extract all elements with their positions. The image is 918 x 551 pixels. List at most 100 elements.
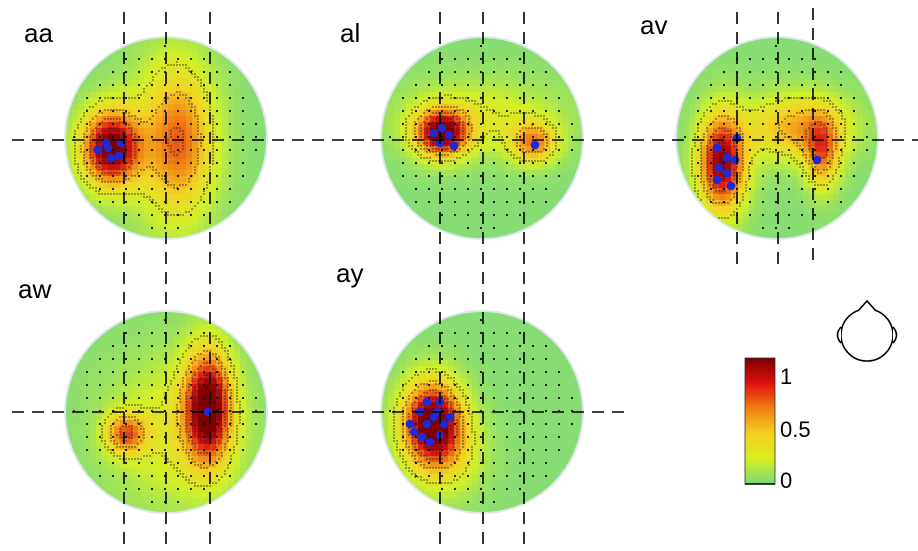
contour-point: [739, 178, 741, 180]
heatmap-cell: [743, 158, 750, 165]
contour-point: [489, 130, 491, 132]
heatmap-cell: [779, 62, 786, 69]
contour-point: [742, 106, 744, 108]
contour-point: [98, 112, 100, 114]
sensor-dot: [865, 135, 869, 139]
heatmap-cell: [827, 218, 834, 225]
heatmap-cell: [406, 152, 413, 159]
heatmap-cell: [126, 128, 133, 135]
heatmap-cell: [791, 80, 798, 87]
sensor-dot: [202, 96, 206, 100]
heatmap-cell: [791, 62, 798, 69]
heatmap-cell: [454, 146, 461, 153]
heatmap-cell: [863, 92, 870, 99]
sensor-dot: [492, 174, 496, 178]
heatmap-cell: [198, 212, 205, 219]
heatmap-cell: [234, 92, 241, 99]
heatmap-cell: [216, 176, 223, 183]
contour-point: [155, 169, 157, 171]
heatmap-cell: [803, 86, 810, 93]
contour-point: [727, 130, 729, 132]
sensor-dot: [531, 187, 535, 191]
heatmap-cell: [502, 230, 509, 237]
contour-point: [426, 100, 428, 102]
heatmap-cell: [186, 336, 193, 343]
heatmap-cell: [108, 330, 115, 337]
heatmap-cell: [96, 372, 103, 379]
heatmap-cell: [743, 146, 750, 153]
sensor-dot: [176, 213, 180, 217]
heatmap-cell: [520, 68, 527, 75]
contour-point: [808, 109, 810, 111]
contour-point: [522, 127, 524, 129]
heatmap-cell: [496, 98, 503, 105]
sensor-dot: [492, 200, 496, 204]
heatmap-cell: [773, 236, 780, 238]
sensor-dot: [531, 174, 535, 178]
contour-point: [513, 112, 515, 114]
heatmap-cell: [580, 122, 582, 129]
heatmap-cell: [484, 80, 491, 87]
panel-label-aa: aa: [24, 18, 53, 48]
heatmap-cell: [156, 360, 163, 367]
heatmap-cell: [520, 182, 527, 189]
heatmap-cell: [144, 366, 151, 373]
heatmap-cell: [138, 68, 145, 75]
heatmap-cell: [833, 206, 840, 213]
heatmap-cell: [150, 194, 157, 201]
heatmap-cell: [210, 56, 217, 63]
contour-point: [182, 148, 184, 150]
heatmap-cell: [803, 188, 810, 195]
heatmap-cell: [102, 378, 109, 385]
sensor-dot: [111, 70, 115, 74]
heatmap-cell: [180, 206, 187, 213]
heatmap-cell: [132, 104, 139, 111]
heatmap-cell: [773, 38, 780, 45]
heatmap-cell: [731, 74, 738, 81]
contour-point: [125, 121, 127, 123]
sensor-dot: [189, 187, 193, 191]
heatmap-cell: [556, 188, 563, 195]
heatmap-cell: [514, 122, 521, 129]
contour-point: [116, 181, 118, 183]
heatmap-cell: [114, 134, 121, 141]
heatmap-cell: [737, 194, 744, 201]
contour-point: [89, 151, 91, 153]
heatmap-cell: [114, 56, 121, 63]
heatmap-cell: [240, 372, 247, 379]
heatmap-cell: [78, 378, 85, 385]
contour-point: [426, 142, 428, 144]
heatmap-cell: [198, 330, 205, 337]
heatmap-cell: [472, 62, 479, 69]
heatmap-cell: [400, 128, 407, 135]
heatmap-cell: [138, 158, 145, 165]
contour-point: [182, 94, 184, 96]
contour-point: [146, 196, 148, 198]
sensor-dot: [124, 83, 128, 87]
heatmap-cell: [108, 110, 115, 117]
contour-point: [775, 100, 777, 102]
heatmap-cell: [192, 378, 199, 385]
heatmap-cell: [138, 74, 145, 81]
sensor-dot: [492, 57, 496, 61]
contour-point: [101, 172, 103, 174]
contour-point: [98, 160, 100, 162]
contour-point: [185, 64, 187, 66]
sensor-dot: [453, 83, 457, 87]
contour-point: [814, 121, 816, 123]
contour-point: [468, 139, 470, 141]
contour-point: [95, 103, 97, 105]
heatmap-cell: [689, 92, 696, 99]
heatmap-cell: [508, 164, 515, 171]
heatmap-cell: [138, 98, 145, 105]
heatmap-cell: [496, 158, 503, 165]
sensor-dot: [570, 122, 574, 126]
heatmap-cell: [827, 86, 834, 93]
heatmap-cell: [114, 182, 121, 189]
contour-point: [426, 136, 428, 138]
contour-point: [420, 154, 422, 156]
heatmap-cell: [96, 104, 103, 111]
heatmap-cell: [180, 38, 187, 45]
heatmap-cell: [779, 212, 786, 219]
heatmap-cell: [731, 50, 738, 57]
